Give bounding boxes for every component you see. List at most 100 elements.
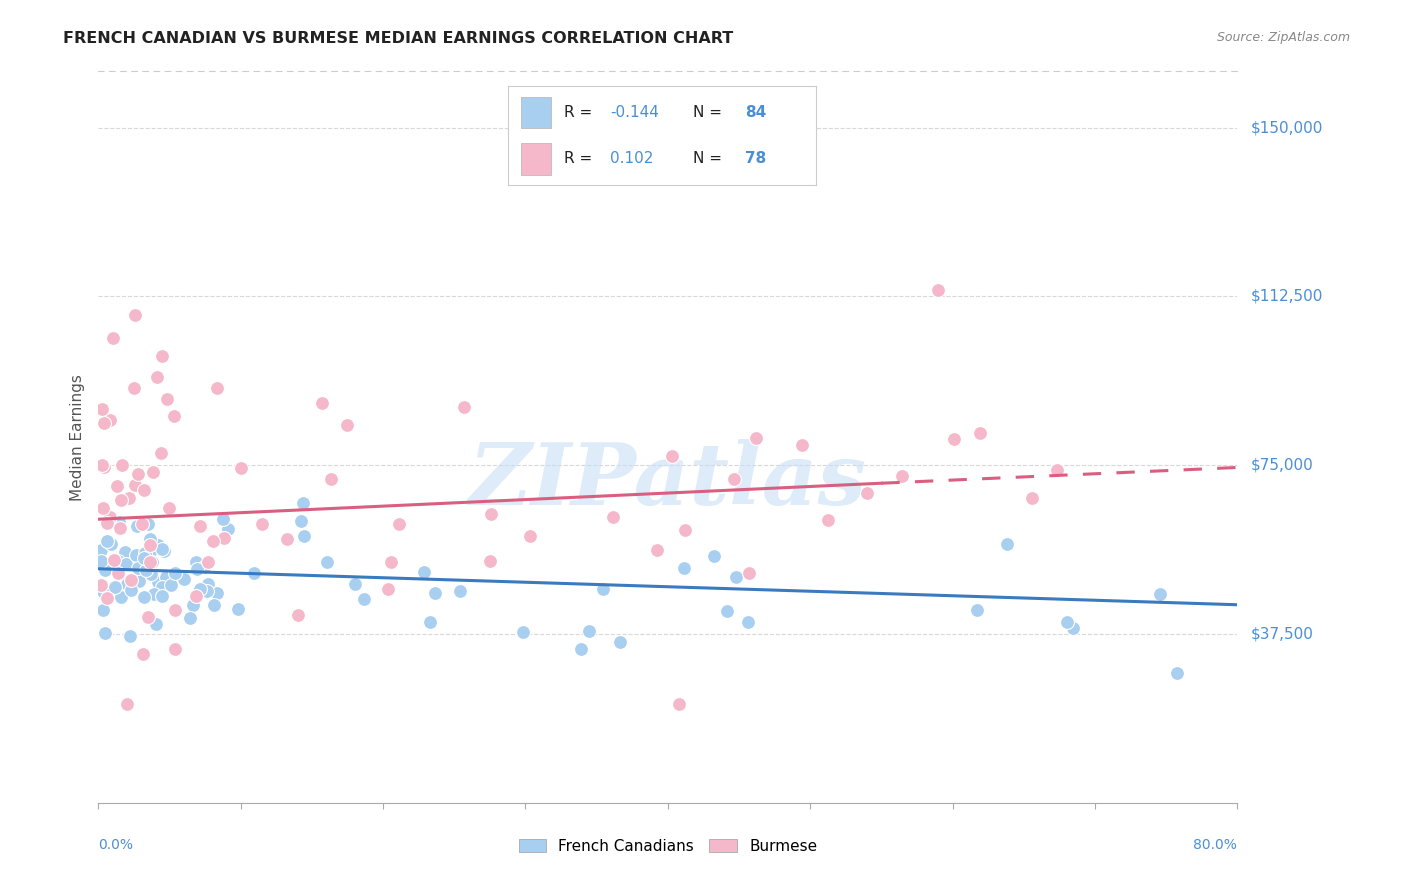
Point bbox=[571, 642, 593, 657]
Point bbox=[134, 551, 156, 566]
Point bbox=[891, 468, 914, 483]
Text: FRENCH CANADIAN VS BURMESE MEDIAN EARNINGS CORRELATION CHART: FRENCH CANADIAN VS BURMESE MEDIAN EARNIN… bbox=[63, 31, 734, 46]
Point bbox=[111, 458, 134, 473]
Point bbox=[159, 501, 181, 516]
Point bbox=[165, 566, 187, 580]
Point bbox=[145, 616, 167, 631]
Point bbox=[146, 370, 169, 384]
Point bbox=[195, 584, 218, 599]
Text: $112,500: $112,500 bbox=[1251, 289, 1323, 304]
Point bbox=[181, 599, 204, 613]
Text: 0.0%: 0.0% bbox=[98, 838, 134, 852]
Point bbox=[343, 577, 366, 591]
Point bbox=[292, 496, 315, 510]
Point bbox=[134, 483, 156, 497]
Point bbox=[150, 589, 173, 603]
Point bbox=[592, 582, 614, 596]
Point bbox=[90, 543, 112, 558]
Point bbox=[163, 409, 186, 423]
Point bbox=[214, 532, 236, 546]
Point bbox=[188, 582, 211, 596]
Point bbox=[184, 589, 207, 603]
Point bbox=[205, 381, 228, 395]
Point bbox=[107, 566, 129, 581]
Point bbox=[229, 461, 252, 475]
Point bbox=[131, 516, 153, 531]
Point bbox=[124, 309, 146, 323]
Point bbox=[311, 396, 333, 410]
Point bbox=[217, 522, 239, 536]
Point bbox=[336, 417, 359, 432]
Point bbox=[128, 574, 150, 589]
Point bbox=[91, 458, 114, 473]
Point bbox=[139, 556, 162, 570]
Point bbox=[150, 541, 173, 556]
Point bbox=[139, 533, 162, 547]
Point bbox=[155, 570, 177, 584]
Point bbox=[91, 500, 114, 515]
Point bbox=[96, 516, 118, 530]
Point bbox=[105, 479, 128, 493]
Point bbox=[107, 554, 129, 568]
Point bbox=[166, 569, 188, 583]
Point bbox=[141, 555, 163, 569]
Point bbox=[153, 543, 176, 558]
Point bbox=[94, 563, 117, 577]
Point bbox=[101, 331, 124, 345]
Point bbox=[132, 590, 155, 604]
Point bbox=[127, 519, 149, 533]
Text: $75,000: $75,000 bbox=[1251, 458, 1315, 473]
Text: $150,000: $150,000 bbox=[1251, 120, 1323, 135]
Point bbox=[124, 477, 146, 491]
Point bbox=[1166, 666, 1188, 681]
Point bbox=[321, 472, 343, 486]
Point bbox=[738, 566, 761, 581]
Point bbox=[413, 566, 436, 580]
Point bbox=[479, 507, 502, 521]
Point bbox=[1046, 463, 1069, 477]
Point bbox=[316, 555, 339, 569]
Point bbox=[135, 563, 157, 577]
Point bbox=[723, 472, 745, 486]
Point bbox=[160, 578, 183, 592]
Point bbox=[1062, 621, 1084, 635]
Point bbox=[165, 642, 187, 657]
Point bbox=[966, 603, 988, 617]
Point bbox=[202, 599, 225, 613]
Point bbox=[353, 592, 375, 607]
Point bbox=[179, 611, 201, 625]
Point bbox=[114, 545, 136, 559]
Point bbox=[645, 542, 668, 557]
Point bbox=[91, 603, 114, 617]
Text: $37,500: $37,500 bbox=[1251, 626, 1315, 641]
Point bbox=[142, 587, 165, 601]
Point bbox=[197, 555, 219, 569]
Point bbox=[578, 624, 600, 638]
Point bbox=[127, 467, 149, 482]
Point bbox=[103, 553, 125, 567]
Point bbox=[745, 431, 768, 445]
Point bbox=[150, 349, 173, 363]
Point bbox=[98, 510, 121, 524]
Point bbox=[737, 615, 759, 629]
Point bbox=[149, 445, 172, 459]
Point bbox=[661, 450, 683, 464]
Point bbox=[668, 697, 690, 711]
Legend: French Canadians, Burmese: French Canadians, Burmese bbox=[519, 838, 817, 854]
Point bbox=[193, 560, 215, 574]
Point bbox=[139, 539, 162, 553]
Point bbox=[202, 534, 225, 549]
Point bbox=[108, 521, 131, 535]
Y-axis label: Median Earnings: Median Earnings bbox=[70, 374, 86, 500]
Point bbox=[856, 486, 879, 500]
Point bbox=[96, 533, 118, 548]
Point bbox=[716, 603, 738, 617]
Point bbox=[197, 577, 219, 591]
Point bbox=[453, 400, 475, 414]
Point bbox=[139, 545, 162, 559]
Point bbox=[120, 574, 142, 588]
Point bbox=[449, 584, 471, 599]
Point bbox=[120, 582, 142, 597]
Point bbox=[1149, 587, 1171, 601]
Point bbox=[519, 529, 541, 543]
